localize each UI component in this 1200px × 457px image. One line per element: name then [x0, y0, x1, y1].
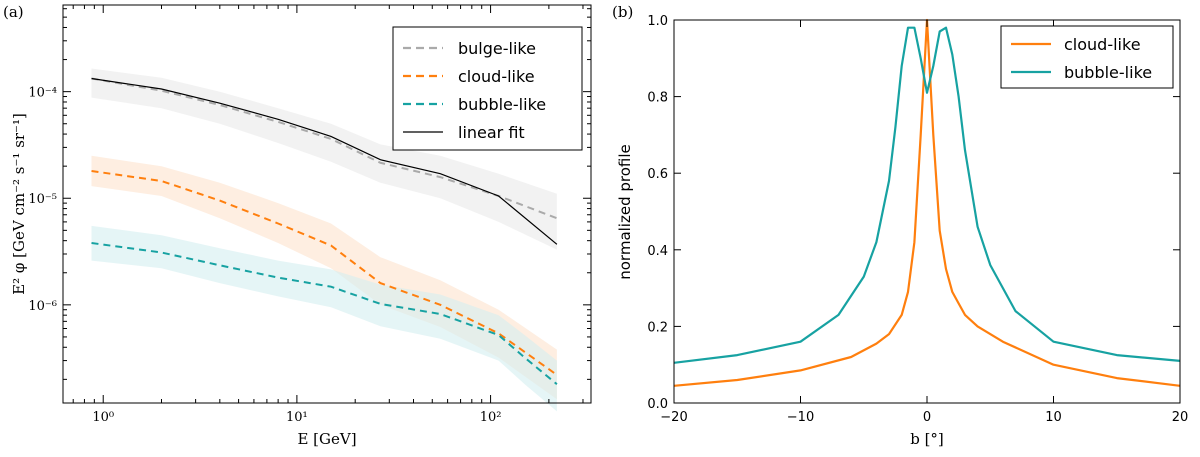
panel-a-frame	[62, 4, 592, 404]
y-tick-label: 0.0	[647, 397, 668, 412]
panel-a-xlabel: E [GeV]	[297, 430, 356, 448]
panel-b-legend: cloud-like bubble-like	[1000, 25, 1174, 89]
panel-a-ticks: 10⁰ 10¹ 10² 10⁻⁶ 10⁻⁵ 10⁻⁴	[28, 5, 591, 425]
series-line-linear-fit	[91, 77, 558, 245]
panel-a-bands	[91, 68, 557, 412]
legend-label-bulge-like: bulge-like	[458, 39, 536, 58]
panel-a-label: (a)	[3, 3, 24, 21]
panel-a-lines	[91, 77, 558, 385]
x-tick-label: −10	[787, 410, 814, 425]
panel-a-ylabel: E² φ [GeV cm⁻² s⁻¹ sr⁻¹]	[10, 113, 28, 295]
y-tick-label: 0.2	[647, 320, 668, 335]
panel-a-legend: bulge-like cloud-like bubble-like linear fi…	[392, 26, 583, 151]
x-tick-label: −20	[660, 410, 687, 425]
series-line-bubble-like	[91, 242, 558, 385]
panel-b-ylabel: normalized profile	[616, 144, 634, 280]
x-tick-label: 10	[1045, 410, 1062, 425]
x-tick-label: 10⁰	[92, 410, 114, 425]
x-tick-label: 10²	[480, 410, 502, 425]
y-tick-label: 0.4	[647, 244, 668, 259]
panel-a-legend-entries: bulge-like cloud-like bubble-like linear fi…	[403, 39, 546, 142]
y-tick-label: 10⁻⁵	[28, 192, 57, 207]
legend-label-cloud-like: cloud-like	[458, 67, 535, 86]
panel-b-ticks: −20 −10 0 10 20 0.0 0.2 0.4 0.6 0.8 1.0	[647, 14, 1188, 425]
legend-label-bubble-like: bubble-like	[458, 95, 546, 114]
y-tick-label: 0.6	[647, 167, 668, 182]
panel-b-label: (b)	[612, 3, 633, 21]
x-tick-label: 20	[1172, 410, 1189, 425]
band-bubble-like	[91, 225, 557, 412]
panel-a-legend-box	[392, 26, 583, 151]
y-tick-label: 10⁻⁶	[28, 299, 57, 314]
panel-b-lines	[673, 18, 1181, 387]
y-tick-label: 1.0	[647, 14, 668, 29]
x-tick-label: 10¹	[286, 410, 308, 425]
panel-b-legend-entries: cloud-like bubble-like	[1011, 35, 1152, 82]
band-bulge-like	[91, 68, 557, 250]
legend-label-linear-fit: linear fit	[458, 123, 525, 142]
panel-b-legend-box	[1000, 25, 1174, 89]
legend-label-cloud-like: cloud-like	[1064, 35, 1141, 54]
y-tick-label: 0.8	[647, 91, 668, 106]
band-cloud-like	[91, 155, 557, 400]
legend-label-bubble-like: bubble-like	[1064, 63, 1152, 82]
series-line-bubble-like	[673, 26, 1181, 364]
panel-a: (a) 10⁰ 10¹ 10² 10⁻⁶ 10⁻⁵ 10⁻⁴ E [GeV] E² φ […	[3, 3, 592, 448]
panel-b-xlabel: b [°]	[910, 430, 944, 448]
x-tick-label: 0	[923, 410, 931, 425]
series-line-cloud-like	[91, 170, 558, 376]
y-tick-label: 10⁻⁴	[28, 86, 57, 101]
panel-b: (b) −20 −10 0 10 200.00.20.40.60.81.0 b [°] …	[612, 3, 1188, 448]
